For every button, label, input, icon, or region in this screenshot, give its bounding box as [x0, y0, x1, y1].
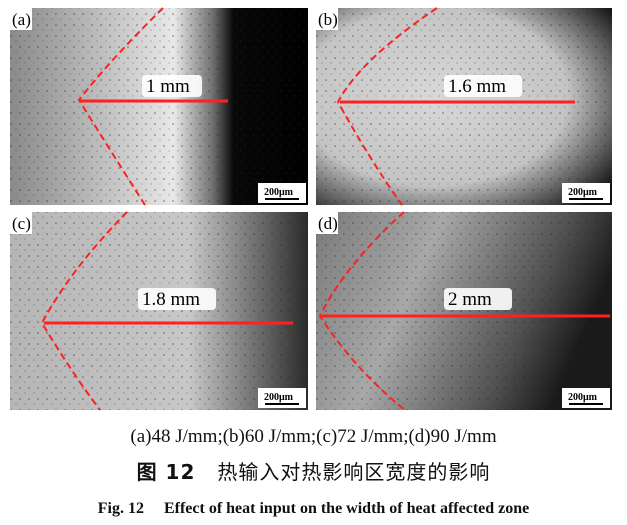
panel-b: (b) 1.6 mm 200μm — [316, 7, 612, 206]
panel-c: (c) 1.8 mm 200μm — [10, 211, 308, 411]
micrograph-figure: (a) 1 mm 200μm (b) 1.6 mm 200μm (c) 1.8 … — [10, 7, 612, 411]
panel-d: (d) 2 mm 200μm — [316, 211, 612, 411]
subfigure-caption: (a)48 J/mm;(b)60 J/mm;(c)72 J/mm;(d)90 J… — [130, 426, 497, 447]
scale-bar-label: 200μm — [568, 187, 598, 198]
chinese-caption: 图 12 热输入对热影响区宽度的影响 — [0, 456, 627, 485]
english-caption: Fig. 12 Effect of heat input on the width… — [0, 500, 627, 518]
panel-tag: (c) — [12, 214, 31, 233]
panel-tag: (d) — [318, 214, 338, 233]
haz-width-label: 1 mm — [146, 76, 190, 97]
panel-tag: (a) — [12, 10, 31, 29]
figure-title-zh: 热输入对热影响区宽度的影响 — [217, 460, 491, 484]
fusion-boundary-line — [336, 7, 438, 206]
fusion-boundary-line — [40, 211, 128, 411]
figure-title-en: Effect of heat input on the width of hea… — [163, 500, 530, 517]
panel-a: (a) 1 mm 200μm — [10, 7, 308, 206]
scale-bar-label: 200μm — [264, 187, 294, 198]
fusion-boundary-line — [318, 211, 406, 411]
figure-number-zh: 图 12 — [136, 460, 196, 484]
figure-number-en: Fig. 12 — [97, 500, 144, 517]
fusion-boundary-line — [77, 7, 164, 206]
scale-bar-label: 200μm — [568, 392, 598, 403]
scale-bar-label: 200μm — [264, 392, 294, 403]
panel-tag: (b) — [318, 10, 338, 29]
haz-width-label: 1.6 mm — [448, 76, 506, 97]
haz-width-label: 1.8 mm — [142, 289, 200, 310]
haz-width-label: 2 mm — [448, 289, 492, 310]
